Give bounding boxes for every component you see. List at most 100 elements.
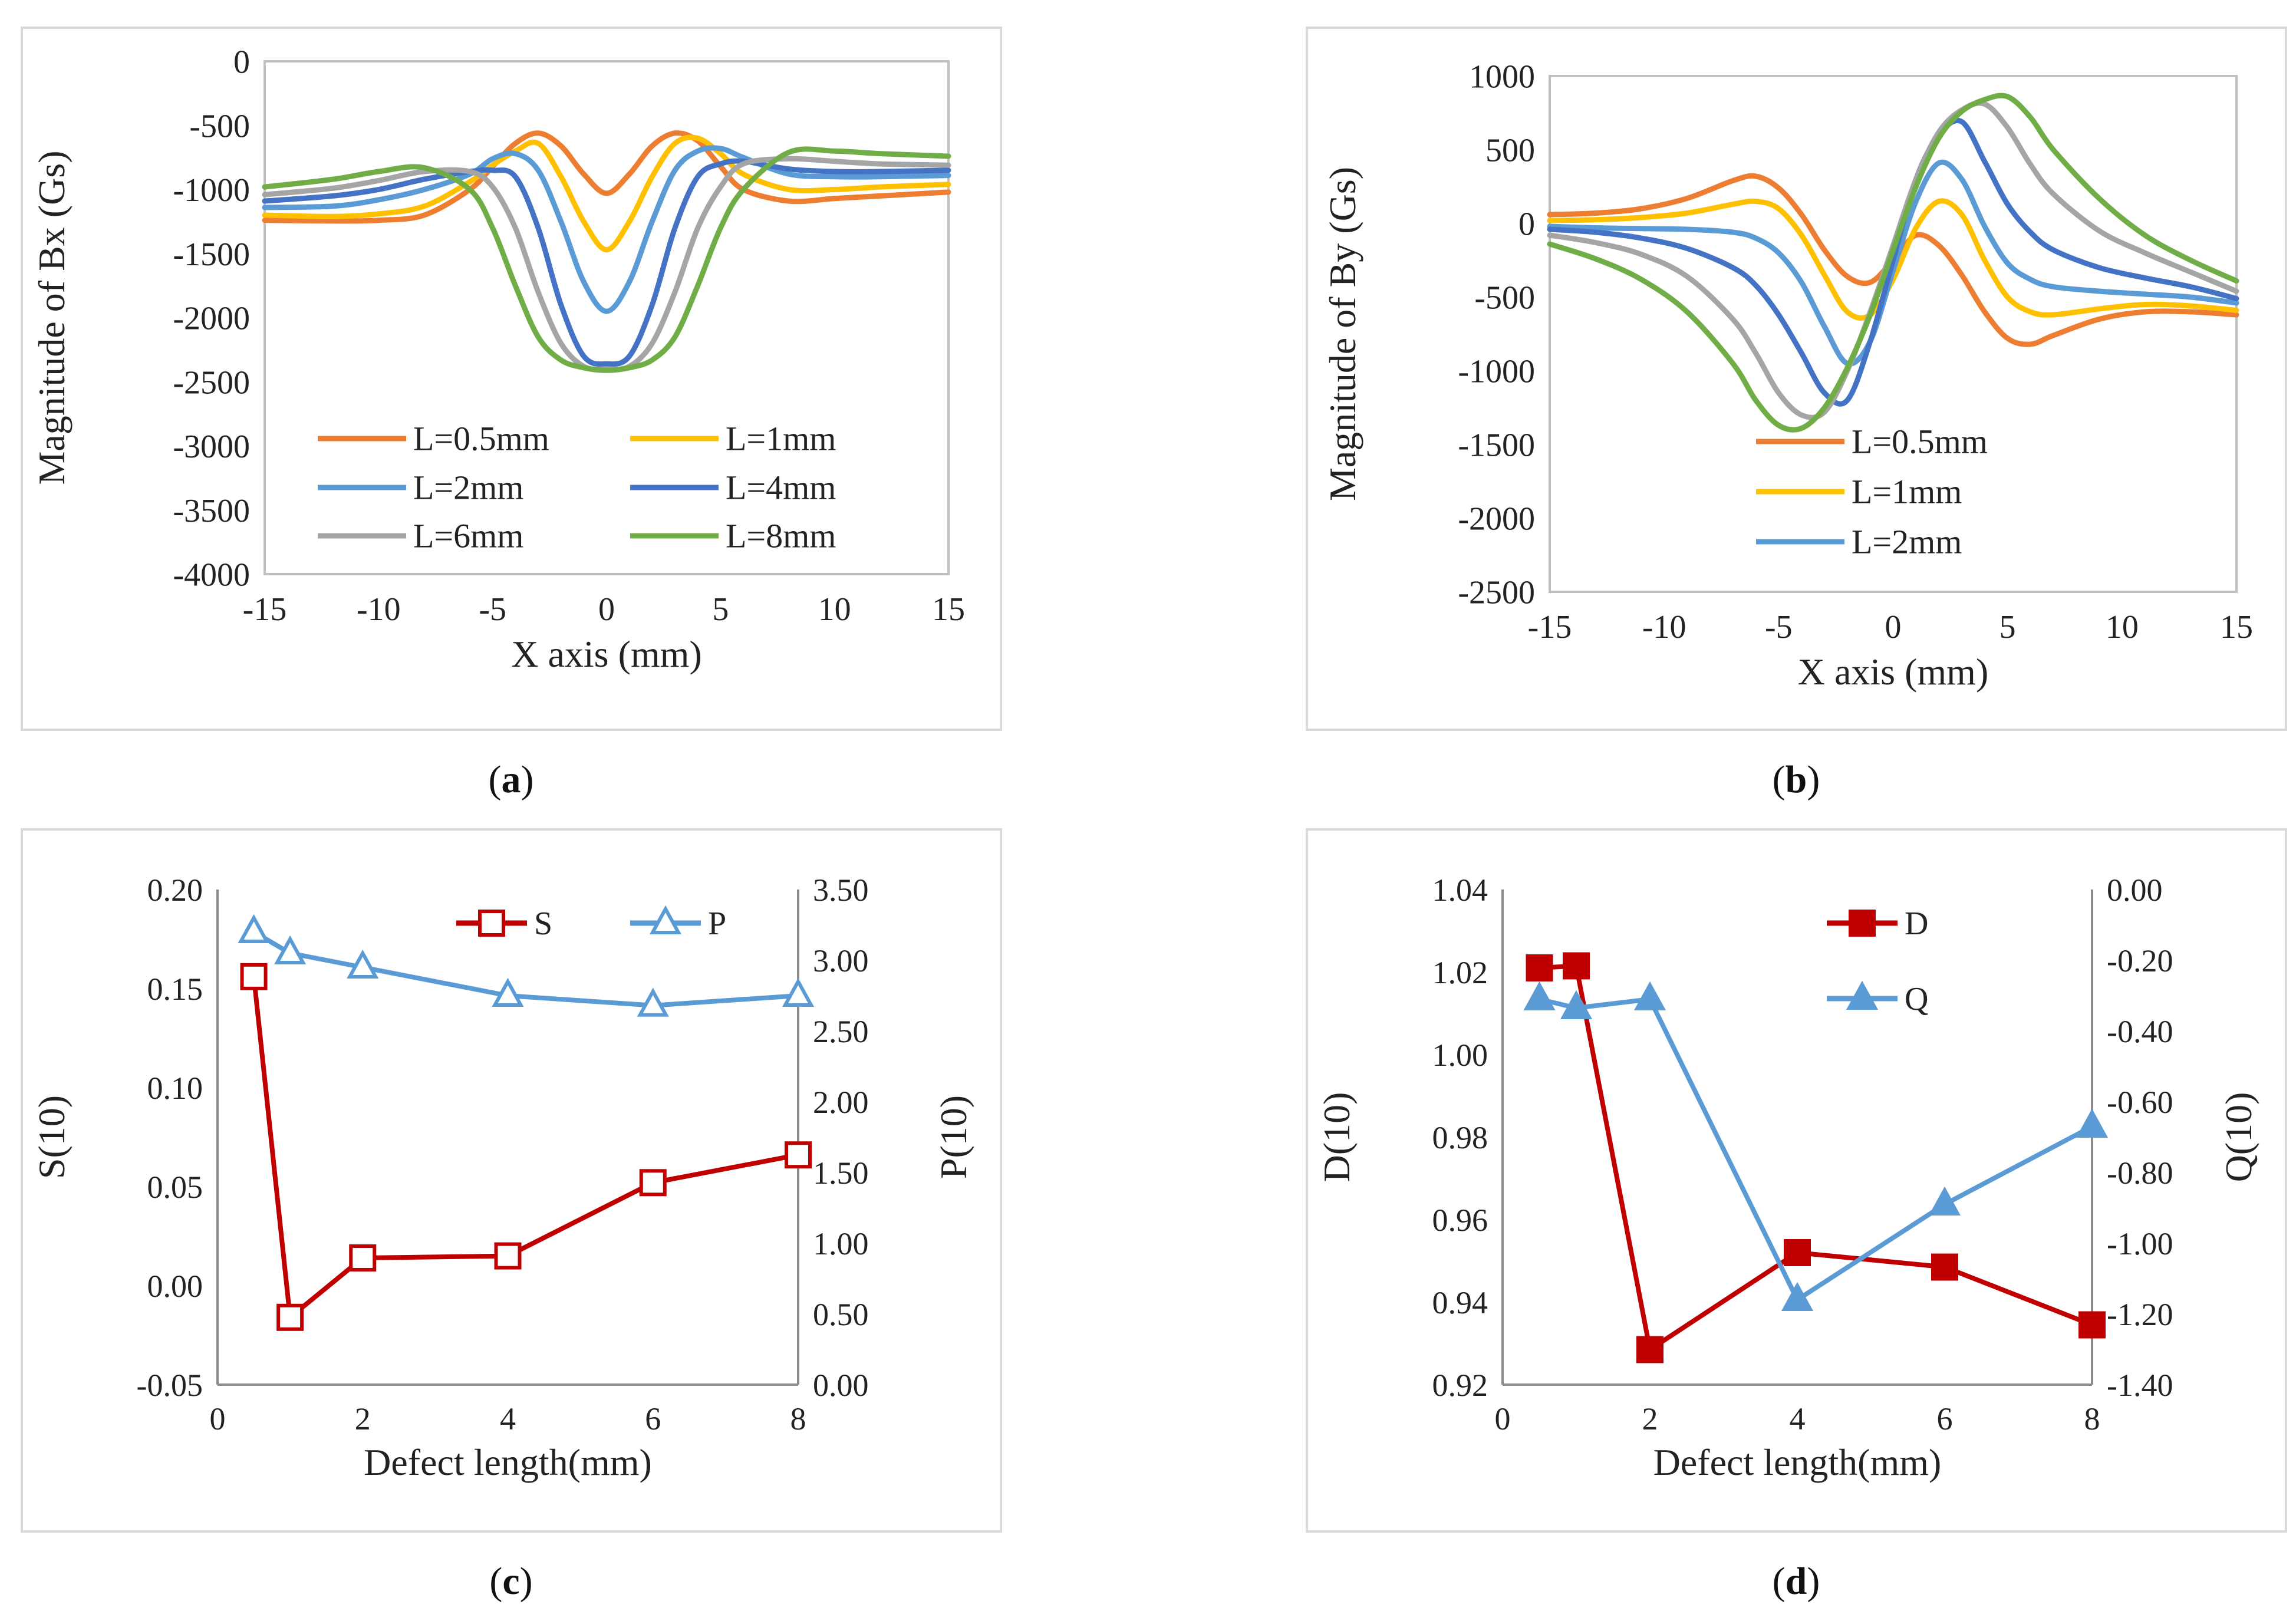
y2-tick-label: 0.50 [813, 1297, 869, 1332]
series-d-point [2078, 1311, 2106, 1339]
series-q-point [1560, 990, 1593, 1019]
x-axis-title: Defect length(mm) [1653, 1441, 1942, 1483]
series-p-point [238, 914, 270, 943]
x-tick-label: 15 [932, 591, 965, 628]
y-axis-title: D(10) [1316, 1092, 1358, 1182]
series-q-point [1523, 981, 1556, 1010]
series-q-point [1928, 1186, 1961, 1215]
x-tick-label: -10 [357, 591, 401, 628]
series-l-0-5mm-legend-label: L=0.5mm [413, 420, 549, 458]
series-s-point [349, 1244, 377, 1271]
y-tick-label: -500 [1474, 280, 1535, 317]
series-l-4mm-line [1547, 118, 2239, 407]
x-tick-label: 10 [2106, 609, 2139, 645]
y-tick-label: 1.00 [1432, 1037, 1488, 1073]
y2-tick-label: 3.00 [813, 943, 869, 979]
x-tick-label: 6 [1937, 1401, 1953, 1437]
series-q-point [2076, 1108, 2109, 1138]
series-q-legend-marker [1846, 980, 1879, 1010]
series-l-2mm-line [262, 145, 951, 314]
y-tick-label: 1.04 [1432, 872, 1488, 908]
series-l-2mm-legend-label: L=2mm [413, 469, 523, 507]
y2-tick-label: -0.60 [2107, 1085, 2173, 1120]
caption-b: (b) [1772, 758, 1820, 801]
x-tick-label: 10 [818, 591, 851, 628]
series-p-point [274, 935, 307, 964]
y2-tick-label: -1.20 [2107, 1297, 2173, 1332]
y-tick-label: -2500 [173, 364, 250, 401]
y-tick-label: 0 [1518, 206, 1535, 243]
series-l-4mm-legend-label: L=4mm [726, 469, 836, 507]
y-tick-label: -2000 [1458, 501, 1535, 538]
x-tick-label: 4 [500, 1401, 516, 1437]
y-tick-label: -2000 [173, 301, 250, 337]
plot-area-border [1549, 75, 2238, 593]
x-tick-label: -15 [1528, 609, 1572, 645]
y-tick-label: 1.02 [1432, 955, 1488, 990]
series-l-0-5mm-line [262, 130, 951, 224]
caption-a: (a) [488, 758, 534, 801]
series-p-point [782, 977, 815, 1007]
y2-tick-label: 2.50 [813, 1014, 869, 1049]
series-q-point [1633, 981, 1666, 1010]
y-tick-label: 0.00 [147, 1269, 203, 1304]
x-tick-label: -5 [479, 591, 506, 628]
series-s-point [240, 963, 268, 990]
series-d-legend-label: D [1905, 905, 1928, 942]
series-s-legend-marker [478, 910, 505, 937]
y-tick-label: 1000 [1469, 59, 1535, 95]
y-tick-label: 0.15 [147, 971, 203, 1007]
y-tick-label: -3000 [173, 429, 250, 465]
panel-d: 0 2 4 6 8 1.04 1.02 1.00 0.98 0.96 0.94 0.92 0.00 -0.… [1306, 828, 2287, 1533]
panel-c: 0 2 4 6 8 0.20 0.15 0.10 0.05 0.00 -0.05 3.50 3.00 2.… [21, 828, 1002, 1533]
x-tick-label: 0 [1495, 1401, 1511, 1437]
x-tick-label: 8 [2084, 1401, 2100, 1437]
x-tick-label: 4 [1790, 1401, 1806, 1437]
series-l-8mm-legend-label: L=8mm [726, 517, 836, 555]
y-tick-label: 0.10 [147, 1070, 203, 1106]
series-l-8mm-line [262, 146, 951, 373]
series-l-1mm-legend-label: L=1mm [1852, 473, 1962, 511]
x-tick-label: 2 [355, 1401, 371, 1437]
chart-c-svg: 0 2 4 6 8 0.20 0.15 0.10 0.05 0.00 -0.05 3.50 3.00 2.… [31, 872, 974, 1483]
y2-tick-label: -0.80 [2107, 1155, 2173, 1191]
y-tick-label: -2500 [1458, 575, 1535, 611]
caption-c: (c) [489, 1560, 533, 1603]
x-axis-title: X axis (mm) [1798, 651, 1989, 693]
chart-b-svg: -15 -10 -5 0 5 10 15 1000 500 0 -500 -1000 -1500 -200… [1322, 59, 2253, 693]
series-s-point [639, 1169, 667, 1197]
series-d-point [1784, 1239, 1811, 1266]
series-l-2mm-legend-label: L=2mm [1852, 523, 1962, 561]
y2-axis-title: Q(10) [2218, 1092, 2259, 1182]
panel-a: -15 -10 -5 0 5 10 15 0 -500 -1000 -1500 -2000 -2500 -… [21, 27, 1002, 731]
y2-tick-label: 0.00 [813, 1368, 869, 1403]
y2-tick-label: 0.00 [2107, 872, 2163, 908]
series-d-legend-marker [1849, 910, 1876, 937]
y2-tick-label: 1.00 [813, 1226, 869, 1261]
y2-tick-label: 1.50 [813, 1155, 869, 1191]
y-axis-title: S(10) [31, 1095, 73, 1179]
y2-tick-label: -1.40 [2107, 1368, 2173, 1403]
x-tick-label: 5 [1999, 609, 2016, 645]
y-tick-label: 500 [1485, 133, 1535, 169]
x-tick-label: -15 [243, 591, 287, 628]
y-tick-label: 0.98 [1432, 1120, 1488, 1155]
series-q-point [1781, 1282, 1814, 1311]
y-tick-label: -1000 [173, 172, 250, 209]
x-axis-title: Defect length(mm) [364, 1441, 652, 1483]
series-l-6mm-legend-label: L=6mm [413, 517, 523, 555]
y-tick-label: 0 [233, 44, 250, 81]
caption-d: (d) [1772, 1560, 1820, 1603]
x-axis-title: X axis (mm) [511, 633, 702, 675]
series-p-line [252, 930, 799, 1008]
series-s-point [494, 1242, 522, 1270]
y-axis-title: Magnitude of Bx (Gs) [31, 150, 73, 485]
panel-b: -15 -10 -5 0 5 10 15 1000 500 0 -500 -1000 -1500 -200… [1306, 27, 2287, 731]
y2-tick-label: -1.00 [2107, 1226, 2173, 1261]
series-s-legend-label: S [534, 905, 552, 942]
y2-tick-label: -0.40 [2107, 1014, 2173, 1049]
x-tick-label: -10 [1642, 609, 1686, 645]
y2-tick-label: -0.20 [2107, 943, 2173, 979]
series-l-0-5mm-legend-label: L=0.5mm [1852, 423, 1988, 461]
series-s-point [276, 1303, 304, 1331]
